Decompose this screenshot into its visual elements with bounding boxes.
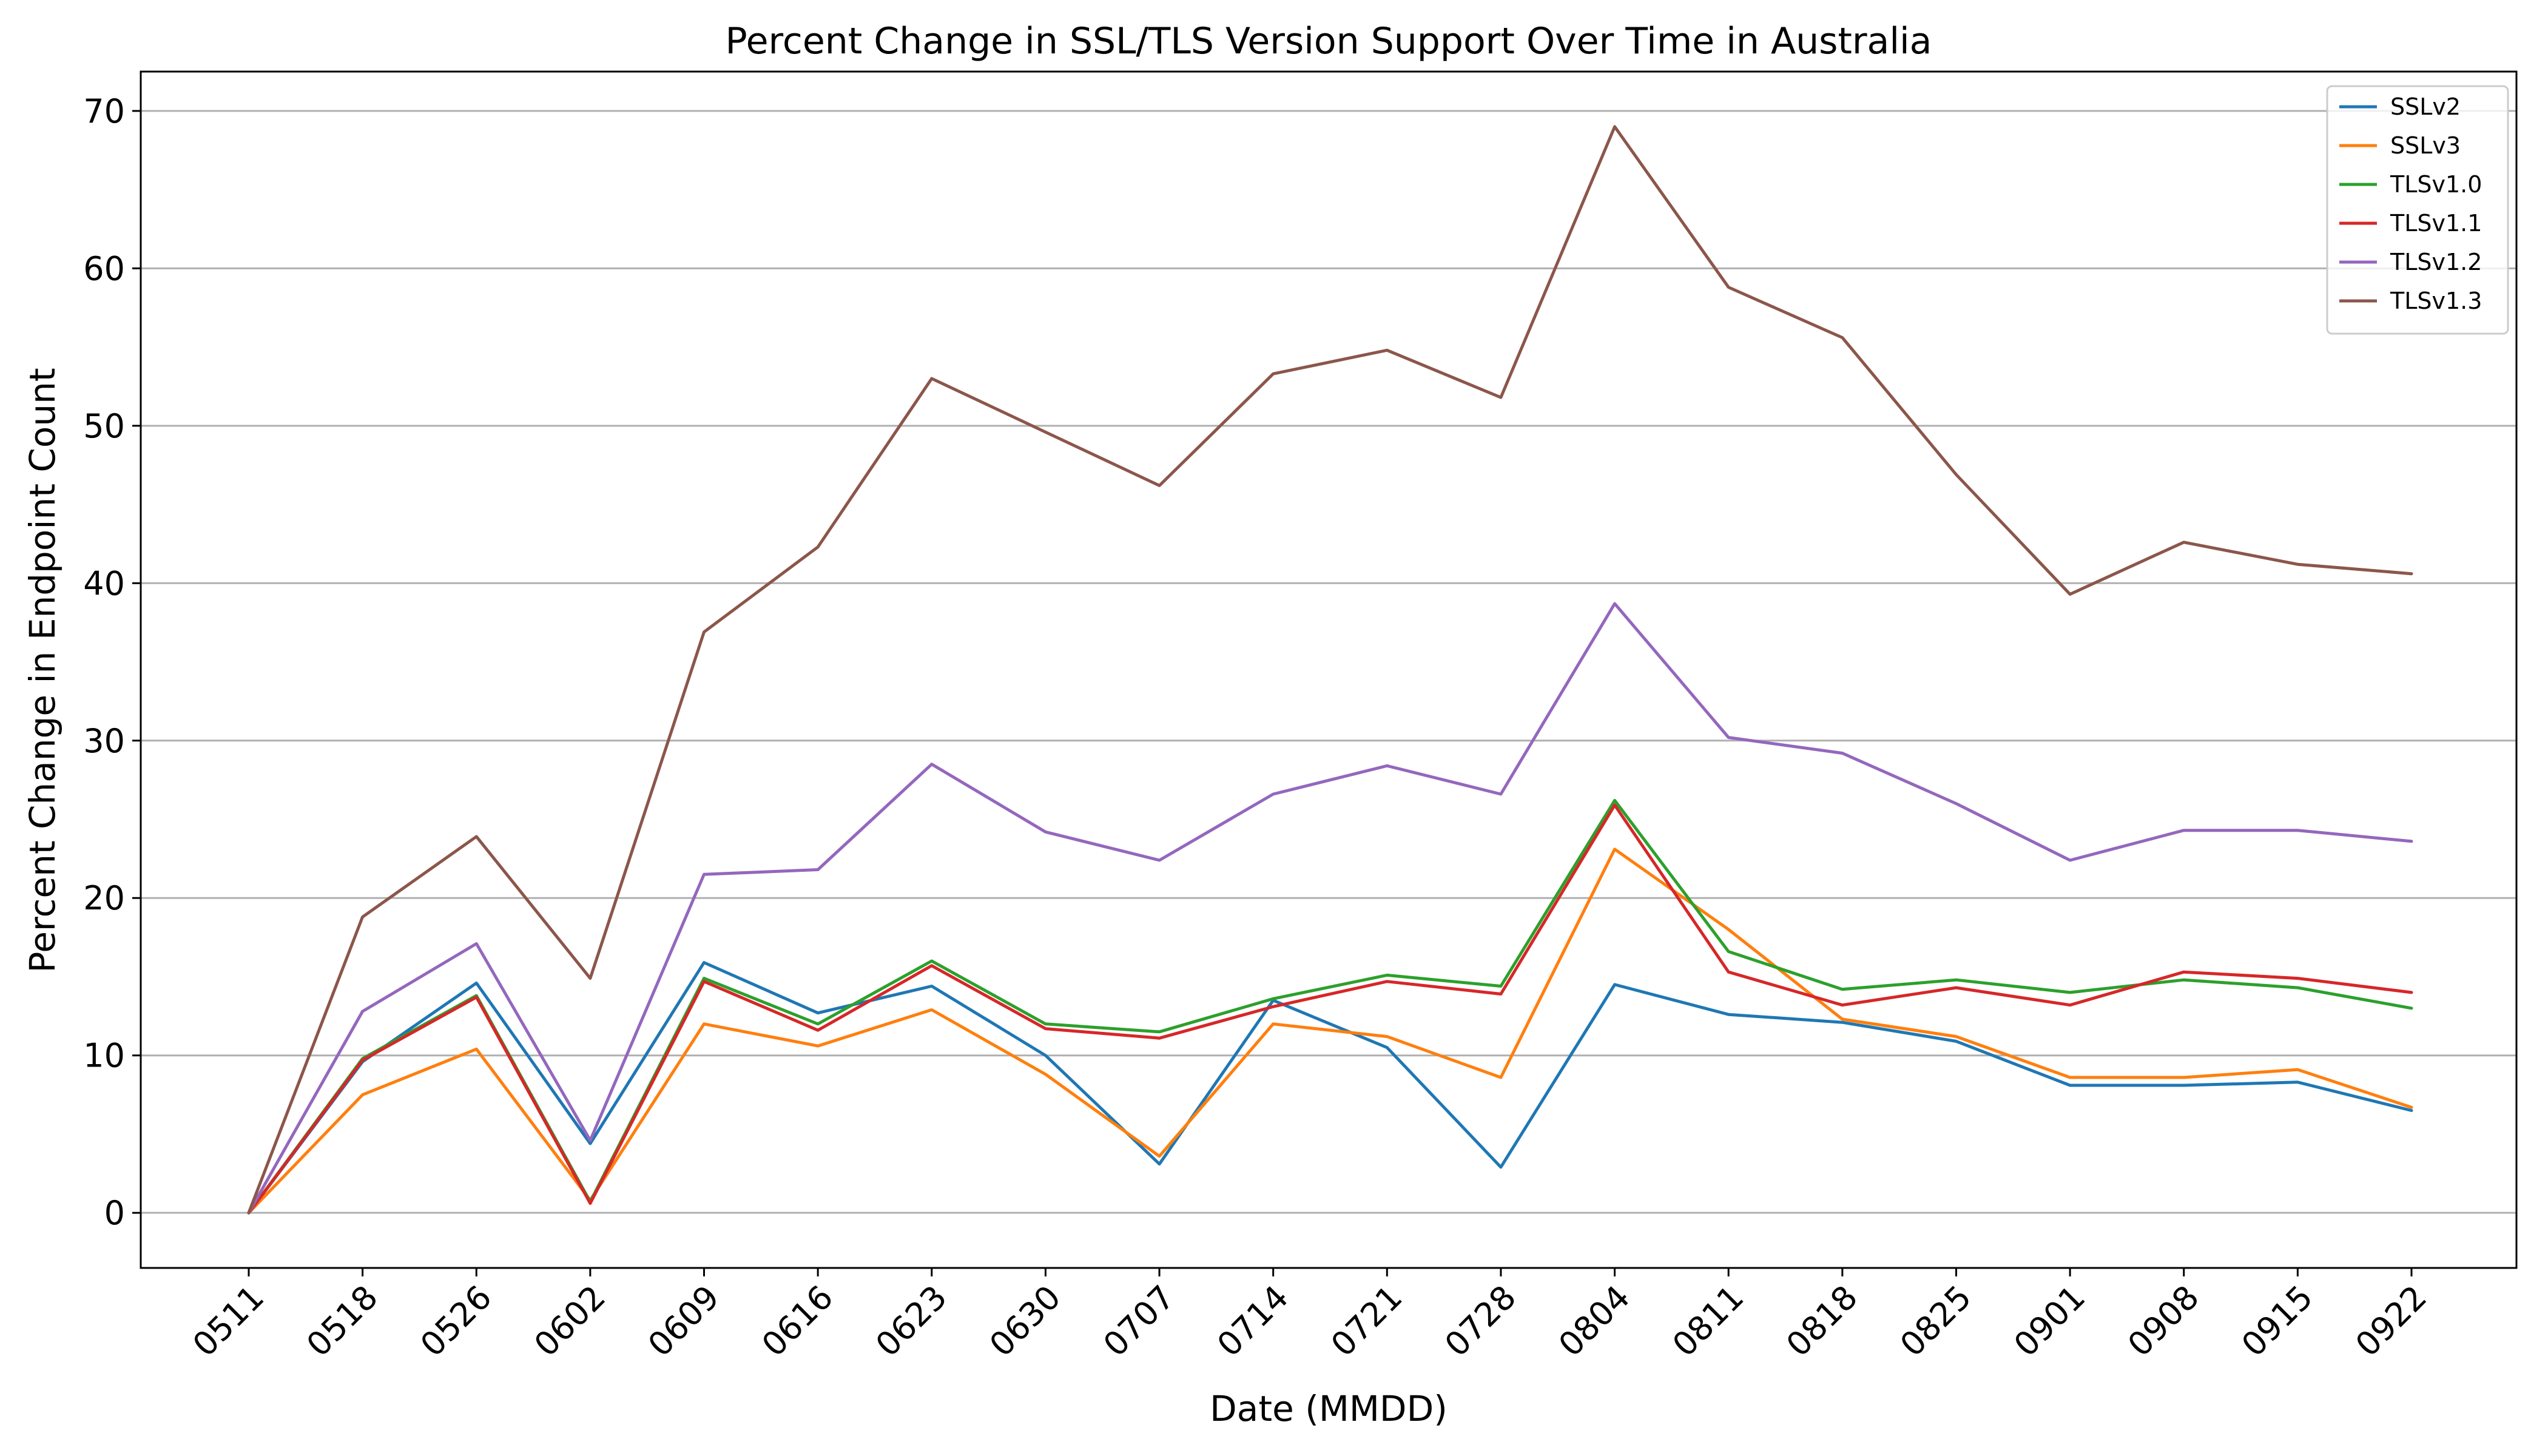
series-line-tlsv1-1 — [247, 803, 2413, 1215]
y-tick-label: 70 — [83, 92, 125, 130]
x-tick-label: 0518 — [299, 1278, 385, 1364]
legend-label: SSLv3 — [2390, 132, 2461, 159]
x-tick-label: 0526 — [413, 1278, 499, 1364]
chart-title: Percent Change in SSL/TLS Version Suppor… — [726, 20, 1932, 62]
x-tick-label: 0811 — [1665, 1278, 1751, 1364]
x-tick-label: 0825 — [1893, 1278, 1979, 1364]
y-tick-label: 20 — [83, 879, 125, 917]
y-tick-label: 40 — [83, 564, 125, 602]
x-tick-label: 0609 — [641, 1278, 727, 1364]
legend-label: TLSv1.3 — [2390, 288, 2482, 314]
x-axis-ticks: 0511 0518 0526 0602 0609 0616 0623 0630 0707 0714… — [185, 1268, 2434, 1364]
y-tick-label: 10 — [83, 1037, 125, 1075]
legend-box — [2326, 85, 2509, 335]
series-line-tlsv1-3 — [247, 125, 2413, 1215]
plot-area-frame — [140, 70, 2518, 1269]
x-tick-label: 0901 — [2007, 1278, 2093, 1364]
x-tick-label: 0818 — [1779, 1278, 1865, 1364]
x-tick-label: 0616 — [755, 1278, 841, 1364]
legend-label: SSLv2 — [2390, 93, 2461, 120]
series-line-sslv3 — [247, 848, 2413, 1215]
series-line-sslv2 — [247, 961, 2413, 1215]
x-tick-label: 0602 — [527, 1278, 613, 1364]
x-tick-label: 0908 — [2120, 1278, 2206, 1364]
x-tick-label: 0728 — [1437, 1278, 1523, 1364]
y-axis-ticks: 0 10 20 30 40 50 60 70 — [83, 92, 141, 1232]
series-lines — [247, 125, 2413, 1215]
legend-label: TLSv1.1 — [2390, 210, 2482, 237]
series-line-tlsv1-0 — [247, 798, 2413, 1215]
x-tick-label: 0630 — [982, 1278, 1068, 1364]
x-tick-label: 0714 — [1210, 1278, 1296, 1364]
x-tick-label: 0915 — [2234, 1278, 2320, 1364]
y-tick-label: 60 — [83, 249, 125, 288]
y-tick-label: 0 — [104, 1194, 125, 1232]
legend: SSLv2 SSLv3 TLSv1.0 TLSv1.1 TLSv1.2 TLSv1.3 — [2326, 85, 2509, 335]
gridlines — [141, 110, 2516, 1214]
y-tick-label: 50 — [83, 407, 125, 445]
legend-label: TLSv1.2 — [2390, 249, 2482, 275]
x-tick-label: 0707 — [1096, 1278, 1182, 1364]
y-tick-label: 30 — [83, 722, 125, 760]
x-tick-label: 0804 — [1551, 1278, 1637, 1364]
x-tick-label: 0511 — [185, 1278, 271, 1364]
series-line-tlsv1-2 — [247, 602, 2413, 1215]
x-tick-label: 0623 — [868, 1278, 954, 1364]
x-tick-label: 0721 — [1324, 1278, 1410, 1364]
x-axis-label: Date (MMDD) — [1210, 1388, 1448, 1429]
y-axis-label: Percent Change in Endpoint Count — [22, 368, 63, 972]
x-tick-label: 0922 — [2348, 1278, 2434, 1364]
legend-label: TLSv1.0 — [2390, 171, 2482, 198]
